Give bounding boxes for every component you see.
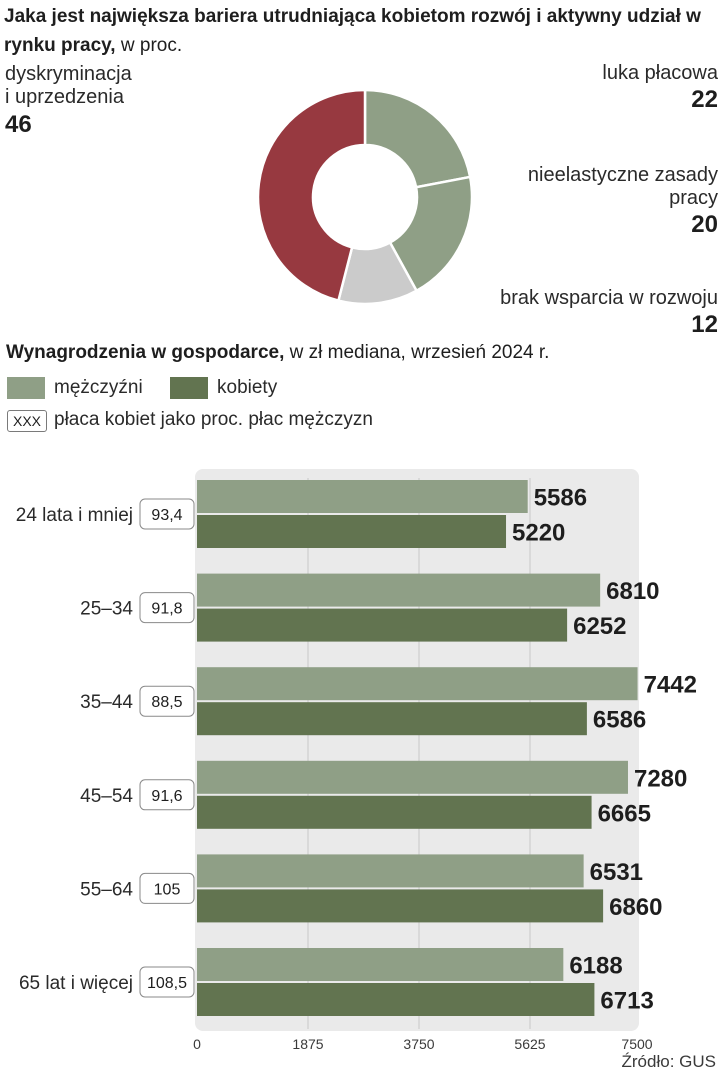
x-tick-label: 1875 [292, 1036, 323, 1052]
donut-slice-inflexible [388, 175, 474, 293]
category-label: 65 lat i więcej [19, 973, 133, 994]
bar-men [197, 573, 601, 607]
category-label: 24 lata i mniej [16, 505, 133, 526]
legend-swatch-women [170, 377, 208, 399]
bar-men [197, 667, 638, 701]
bar-title-bold: Wynagrodzenia w gospodarce, [6, 342, 285, 363]
donut-title-unit: w proc. [115, 35, 183, 56]
bar-women [197, 795, 592, 829]
bar-value-women: 6665 [598, 800, 651, 827]
bar-women [197, 702, 587, 736]
category-label: 45–54 [80, 786, 133, 807]
ratio-box [139, 779, 195, 811]
category-label: 55–64 [80, 879, 133, 900]
bar-chart: 0 1875 3750 5625 7500 24 lata i mniej 93,4 5586… [16, 478, 697, 1052]
bar-men [197, 854, 584, 888]
ratio-box [139, 498, 195, 530]
bar-value-women: 6586 [593, 707, 646, 734]
bar-value-men: 5586 [534, 485, 587, 512]
ratio-value: 93,4 [151, 507, 182, 524]
bar-value-women: 6252 [573, 613, 626, 640]
bar-value-men: 7442 [644, 672, 697, 699]
legend-ratio-text: płaca kobiet jako proc. płac mężczyzn [54, 409, 373, 430]
donut-label-discrimination: dyskryminacja i uprzedzenia [5, 63, 132, 108]
bar-women [197, 983, 595, 1016]
ratio-box [139, 685, 195, 717]
bar-value-men: 6188 [569, 953, 622, 980]
bar-chart-background [195, 469, 639, 1031]
donut-value-discrimination: 46 [5, 111, 32, 138]
category-label: 35–44 [80, 692, 133, 713]
legend-label-men: mężczyźni [54, 377, 143, 398]
bar-value-men: 7280 [634, 765, 687, 792]
legend-ratio-box: XXX [7, 410, 47, 432]
ratio-value: 88,5 [151, 694, 182, 711]
ratio-box [139, 592, 195, 624]
donut-value-inflexible: 20 [691, 211, 718, 238]
ratio-box [139, 966, 195, 998]
category-label: 25–34 [80, 599, 133, 620]
bar-women [197, 889, 604, 923]
bar-men [197, 948, 564, 981]
donut-chart [256, 88, 474, 306]
donut-title-bold: Jaka jest największa bariera utrudniając… [4, 6, 701, 56]
bar-value-women: 6860 [609, 894, 662, 921]
x-tick-label: 5625 [514, 1036, 545, 1052]
bar-value-men: 6810 [606, 578, 659, 605]
ratio-box [139, 872, 195, 904]
ratio-value: 108,5 [147, 975, 187, 992]
legend-label-women: kobiety [217, 377, 278, 398]
ratio-value: 105 [154, 881, 181, 898]
bar-men [197, 480, 528, 513]
x-tick-label: 0 [193, 1036, 201, 1052]
donut-value-development: 12 [691, 311, 718, 338]
donut-slice-pay-gap [363, 88, 472, 189]
x-tick-label: 7500 [621, 1036, 652, 1052]
bar-women [197, 515, 507, 548]
bar-title-unit: w zł mediana, wrzesień 2024 r. [284, 342, 550, 363]
bar-value-women: 5220 [512, 520, 565, 547]
donut-label-inflexible: nieelastyczne zasady pracy [527, 164, 718, 209]
donut-title: Jaka jest największa bariera utrudniając… [4, 2, 718, 60]
source-note: Źródło: GUS [621, 1052, 716, 1071]
donut-slice-discrimination [256, 88, 367, 303]
bar-women [197, 608, 568, 642]
ratio-value: 91,8 [151, 601, 182, 618]
donut-label-pay-gap: luka płacowa [602, 62, 718, 84]
ratio-value: 91,6 [151, 788, 182, 805]
bar-value-women: 6713 [600, 988, 653, 1015]
bar-value-men: 6531 [590, 859, 643, 886]
legend-swatch-men [7, 377, 45, 399]
bar-men [197, 760, 628, 794]
donut-value-pay-gap: 22 [691, 86, 718, 113]
donut-label-development: brak wsparcia w rozwoju [500, 287, 718, 309]
x-tick-label: 3750 [403, 1036, 434, 1052]
bar-chart-title: Wynagrodzenia w gospodarce, w zł mediana… [6, 340, 549, 366]
